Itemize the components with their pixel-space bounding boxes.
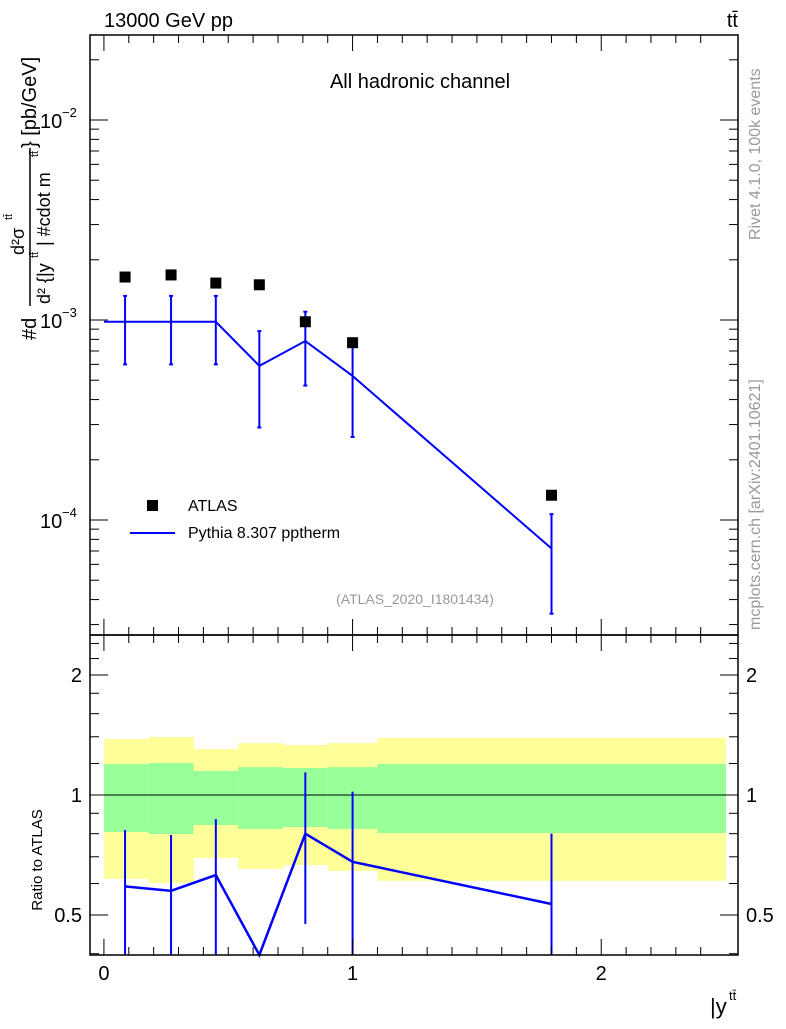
y-axis-label: #d d²σ tt̄ d² {|y tt̄ | #cdot m tt̄ } [p… bbox=[3, 57, 54, 340]
atlas-data-point bbox=[165, 269, 177, 281]
main-frame bbox=[89, 34, 739, 636]
ratio-ylabel: Ratio to ATLAS bbox=[29, 809, 46, 910]
ratio-y-tick-label-right: 0.5 bbox=[746, 905, 774, 927]
side-text-mcplots: mcplots.cern.ch [arXiv:2401.10621] bbox=[747, 379, 764, 630]
legend: ATLAS Pythia 8.307 pptherm bbox=[130, 498, 340, 542]
y-tick-exponent: −2 bbox=[62, 105, 77, 120]
y-label-prefix: #d bbox=[19, 318, 41, 340]
legend-marker-atlas bbox=[147, 500, 158, 511]
y-label-den: d² {|y bbox=[34, 263, 54, 304]
ratio-band-green bbox=[148, 763, 194, 835]
y-label-num-sup: tt̄ bbox=[3, 214, 15, 220]
y-tick-exponent: −4 bbox=[62, 505, 77, 520]
x-tick-label: 1 bbox=[347, 963, 358, 985]
ratio-band-green bbox=[377, 764, 727, 834]
side-text-rivet: Rivet 4.1.0, 100k events bbox=[747, 68, 764, 240]
ratio-y-tick-label: 1 bbox=[71, 785, 82, 807]
y-tick-label: 10 bbox=[40, 311, 62, 333]
ratio-y-tick-label: 2 bbox=[71, 665, 82, 687]
y-label-unit: } [pb/GeV] bbox=[19, 57, 41, 148]
y-label-den-sup: tt̄ bbox=[29, 252, 41, 258]
chart-title: All hadronic channel bbox=[330, 71, 510, 93]
x-label-sup: tt̄ bbox=[729, 988, 737, 1003]
ratio-band-green bbox=[193, 770, 239, 826]
ratio-y-tick-label-right: 2 bbox=[746, 665, 757, 687]
legend-label-pythia: Pythia 8.307 pptherm bbox=[188, 525, 340, 542]
atlas-data-point bbox=[119, 271, 131, 283]
y-tick-exponent: −3 bbox=[62, 305, 77, 320]
header-right: tt̄ bbox=[727, 10, 739, 32]
analysis-tag: (ATLAS_2020_I1801434) bbox=[336, 591, 494, 607]
x-tick-label: 2 bbox=[596, 963, 607, 985]
y-label-num: d²σ bbox=[8, 228, 28, 255]
x-axis-label: |y tt̄ bbox=[710, 988, 737, 1019]
atlas-data-point bbox=[299, 316, 311, 328]
y-tick-label: 10 bbox=[40, 111, 62, 133]
header-left: 13000 GeV pp bbox=[104, 10, 233, 32]
legend-label-atlas: ATLAS bbox=[188, 498, 238, 515]
x-label-text: |y bbox=[710, 994, 727, 1019]
atlas-data-point bbox=[347, 337, 359, 349]
x-tick-label: 0 bbox=[98, 963, 109, 985]
ratio-band-green bbox=[103, 764, 150, 832]
ratio-band-green bbox=[238, 767, 284, 829]
ratio-y-tick-label: 0.5 bbox=[54, 905, 82, 927]
mc-line bbox=[103, 320, 553, 550]
atlas-data-point bbox=[253, 279, 265, 291]
atlas-data-point bbox=[210, 277, 222, 289]
atlas-data-point bbox=[546, 489, 558, 501]
y-label-den-sup2: tt̄ bbox=[29, 151, 41, 157]
ratio-y-tick-label-right: 1 bbox=[746, 785, 757, 807]
y-tick-label: 10 bbox=[40, 511, 62, 533]
y-label-den-mid: | #cdot m bbox=[34, 172, 54, 246]
